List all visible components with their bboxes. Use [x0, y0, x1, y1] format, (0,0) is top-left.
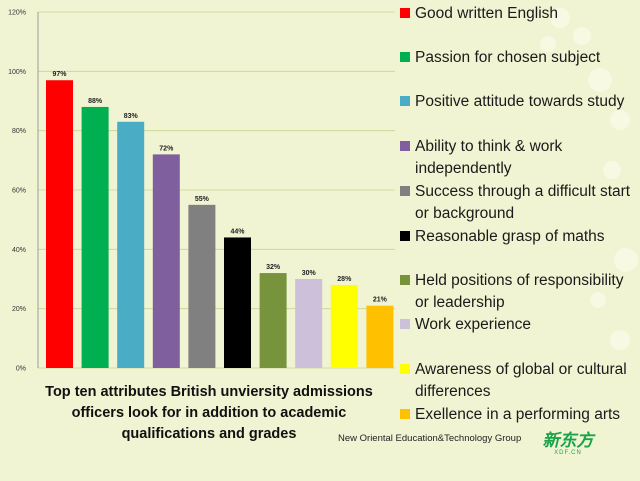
legend-swatch	[400, 275, 410, 285]
y-tick-label: 120%	[8, 10, 26, 17]
data-label-3: 83%	[124, 113, 139, 120]
data-label-2: 88%	[88, 98, 103, 105]
bar-9	[330, 284, 358, 368]
y-tick-label: 100%	[8, 69, 26, 76]
y-tick-label: 40%	[12, 247, 26, 254]
legend-item: Good written English	[400, 3, 640, 25]
legend-label: Passion for chosen subject	[415, 49, 601, 66]
y-tick-label: 0%	[16, 366, 26, 373]
legend-label: Work experience	[415, 316, 532, 333]
legend-swatch	[400, 141, 410, 151]
chart-caption: Top ten attributes British unviersity ad…	[45, 384, 373, 442]
legend-item: Work experience	[400, 314, 640, 336]
legend-label: Ability to think & work independently	[415, 138, 563, 177]
legend-item: Awareness of global or cultural differen…	[400, 359, 640, 403]
legend-item: Positive attitude towards study	[400, 91, 640, 113]
company-name: New Oriental Education&Technology Group	[338, 433, 522, 444]
legend-label: Positive attitude towards study	[415, 93, 625, 110]
bar-1	[46, 80, 73, 368]
legend-item: Held positions of responsibility or lead…	[400, 270, 640, 314]
legend-swatch	[400, 8, 410, 18]
data-label-6: 44%	[230, 228, 245, 235]
legend-label: Good written English	[415, 5, 559, 22]
legend-label: Success through a difficult start or bac…	[415, 183, 631, 222]
y-tick-label: 80%	[12, 128, 26, 135]
legend-swatch	[400, 52, 410, 62]
y-tick-label: 20%	[12, 306, 26, 313]
data-label-10: 21%	[373, 297, 388, 304]
legend-swatch	[400, 319, 410, 329]
legend-label: Awareness of global or cultural differen…	[415, 361, 627, 400]
data-label-8: 30%	[302, 270, 317, 277]
legend-item: Exellence in a performing arts	[400, 404, 640, 426]
bar-10	[366, 305, 394, 368]
bar-7	[259, 273, 287, 368]
company-logo: 新东方 XDF.CN	[538, 431, 598, 457]
legend-item: Passion for chosen subject	[400, 47, 640, 69]
data-label-9: 28%	[337, 276, 352, 283]
legend-swatch	[400, 231, 410, 241]
legend-label: Reasonable grasp of maths	[415, 228, 605, 245]
bar-8	[295, 279, 323, 368]
logo-main-text: 新东方	[542, 431, 594, 450]
legend-item: Ability to think & work independently	[400, 136, 640, 180]
legend-label: Exellence in a performing arts	[415, 406, 621, 423]
legend-swatch	[400, 364, 410, 374]
data-label-7: 32%	[266, 264, 281, 271]
legend-swatch	[400, 186, 410, 196]
legend-item: Reasonable grasp of maths	[400, 226, 640, 248]
logo-sub-text: XDF.CN	[554, 450, 582, 456]
legend-label: Held positions of responsibility or lead…	[415, 272, 624, 311]
legend-swatch	[400, 409, 410, 419]
data-label-1: 97%	[52, 71, 67, 78]
legend-swatch	[400, 96, 410, 106]
legend-item: Success through a difficult start or bac…	[400, 181, 640, 225]
y-tick-label: 60%	[12, 188, 26, 195]
bar-4	[152, 154, 180, 368]
bar-3	[117, 121, 145, 369]
bar-5	[188, 204, 216, 368]
bar-2	[81, 106, 109, 368]
data-label-5: 55%	[195, 196, 210, 203]
data-label-4: 72%	[159, 145, 174, 152]
bar-6	[224, 237, 251, 368]
